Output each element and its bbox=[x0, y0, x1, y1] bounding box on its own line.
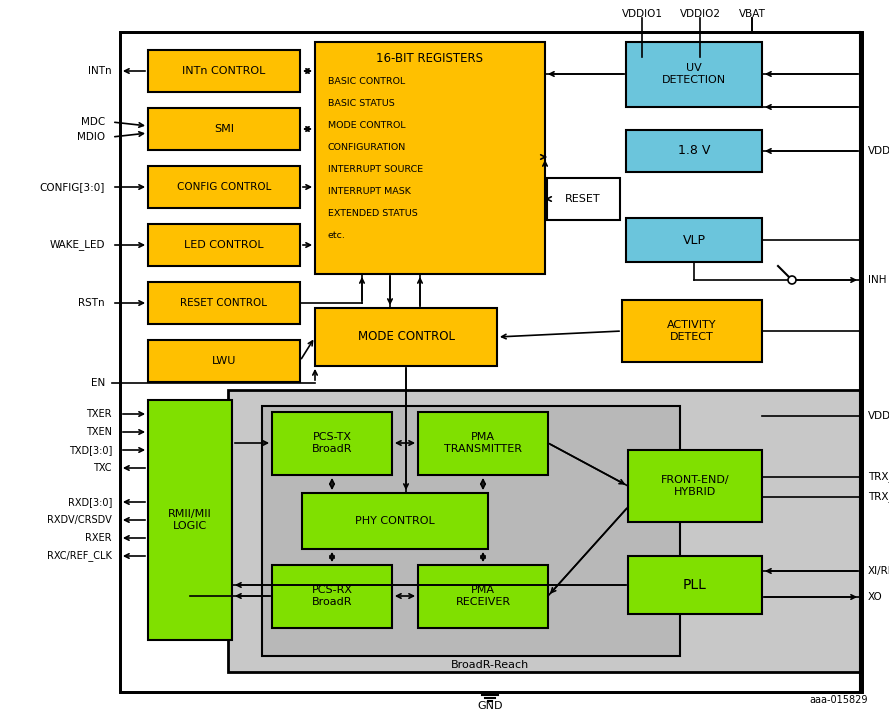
Bar bbox=[626, 130, 762, 172]
Text: WAKE_LED: WAKE_LED bbox=[50, 239, 105, 251]
Text: VDDA_TX: VDDA_TX bbox=[868, 410, 889, 422]
Bar bbox=[418, 412, 548, 475]
Text: 1.8 V: 1.8 V bbox=[677, 145, 710, 158]
Text: MDIO: MDIO bbox=[76, 132, 105, 142]
Text: INTn: INTn bbox=[88, 66, 112, 76]
Bar bbox=[626, 42, 762, 107]
Text: BASIC STATUS: BASIC STATUS bbox=[328, 99, 395, 109]
Text: PHY CONTROL: PHY CONTROL bbox=[355, 516, 435, 526]
Bar bbox=[148, 108, 300, 150]
Text: RESET CONTROL: RESET CONTROL bbox=[180, 298, 268, 308]
Circle shape bbox=[788, 276, 796, 284]
Text: LWU: LWU bbox=[212, 356, 236, 366]
Text: EXTENDED STATUS: EXTENDED STATUS bbox=[328, 209, 418, 219]
Text: etc.: etc. bbox=[328, 231, 346, 241]
Text: CONFIGURATION: CONFIGURATION bbox=[328, 143, 406, 153]
Text: VDDIO1: VDDIO1 bbox=[621, 9, 662, 19]
Text: SMI: SMI bbox=[214, 124, 234, 134]
Text: PCS-TX
BroadR: PCS-TX BroadR bbox=[312, 432, 352, 454]
Text: INTn CONTROL: INTn CONTROL bbox=[182, 66, 266, 76]
Bar bbox=[302, 493, 488, 549]
Bar bbox=[272, 412, 392, 475]
Text: RMII/MII
LOGIC: RMII/MII LOGIC bbox=[168, 509, 212, 531]
Bar bbox=[622, 300, 762, 362]
Text: MDC: MDC bbox=[81, 117, 105, 127]
Text: RXDV/CRSDV: RXDV/CRSDV bbox=[47, 515, 112, 525]
Text: ACTIVITY
DETECT: ACTIVITY DETECT bbox=[668, 320, 717, 342]
Bar bbox=[628, 556, 762, 614]
Bar bbox=[120, 32, 862, 692]
Bar bbox=[148, 224, 300, 266]
Text: RXC/REF_CLK: RXC/REF_CLK bbox=[47, 550, 112, 562]
Text: TXD[3:0]: TXD[3:0] bbox=[68, 445, 112, 455]
Text: EN: EN bbox=[91, 378, 105, 388]
Text: TXEN: TXEN bbox=[86, 427, 112, 437]
Text: VLP: VLP bbox=[683, 234, 706, 246]
Text: VDDA_3V3: VDDA_3V3 bbox=[868, 146, 889, 156]
Bar bbox=[262, 406, 680, 656]
Text: INTERRUPT MASK: INTERRUPT MASK bbox=[328, 187, 411, 197]
Text: INH: INH bbox=[868, 275, 886, 285]
Text: INTERRUPT SOURCE: INTERRUPT SOURCE bbox=[328, 165, 423, 175]
Bar bbox=[148, 340, 300, 382]
Bar bbox=[272, 565, 392, 628]
Text: MODE CONTROL: MODE CONTROL bbox=[357, 330, 454, 344]
Text: VDDIO2: VDDIO2 bbox=[679, 9, 720, 19]
Text: RSTn: RSTn bbox=[78, 298, 105, 308]
Text: RESET: RESET bbox=[565, 194, 601, 204]
Bar bbox=[148, 166, 300, 208]
Text: FRONT-END/
HYBRID: FRONT-END/ HYBRID bbox=[661, 475, 729, 497]
Bar bbox=[418, 565, 548, 628]
Text: TRX_M: TRX_M bbox=[868, 491, 889, 503]
Text: PMA
TRANSMITTER: PMA TRANSMITTER bbox=[444, 432, 522, 454]
Text: TXC: TXC bbox=[93, 463, 112, 473]
Bar bbox=[628, 450, 762, 522]
Text: RXER: RXER bbox=[85, 533, 112, 543]
Text: BASIC CONTROL: BASIC CONTROL bbox=[328, 77, 405, 87]
Bar bbox=[228, 390, 860, 672]
Bar bbox=[626, 218, 762, 262]
Bar bbox=[148, 282, 300, 324]
Text: PCS-RX
BroadR: PCS-RX BroadR bbox=[311, 585, 353, 607]
Text: PMA
RECEIVER: PMA RECEIVER bbox=[455, 585, 510, 607]
Text: aaa-015829: aaa-015829 bbox=[810, 695, 868, 705]
Text: CONFIG[3:0]: CONFIG[3:0] bbox=[40, 182, 105, 192]
Text: RXD[3:0]: RXD[3:0] bbox=[68, 497, 112, 507]
Bar bbox=[315, 308, 497, 366]
Bar bbox=[547, 178, 620, 220]
Text: CONFIG CONTROL: CONFIG CONTROL bbox=[177, 182, 271, 192]
Text: PLL: PLL bbox=[683, 578, 707, 592]
Text: XO: XO bbox=[868, 592, 883, 602]
Text: VBAT: VBAT bbox=[739, 9, 765, 19]
Text: TRX_P: TRX_P bbox=[868, 471, 889, 483]
Bar bbox=[148, 50, 300, 92]
Text: LED CONTROL: LED CONTROL bbox=[184, 240, 264, 250]
Text: GND: GND bbox=[477, 701, 503, 710]
Text: MODE CONTROL: MODE CONTROL bbox=[328, 121, 405, 131]
Text: BroadR-Reach: BroadR-Reach bbox=[451, 660, 529, 670]
Text: TXER: TXER bbox=[86, 409, 112, 419]
Text: XI/REFCLK_IN: XI/REFCLK_IN bbox=[868, 566, 889, 577]
Text: UV
DETECTION: UV DETECTION bbox=[662, 63, 726, 84]
Bar bbox=[315, 42, 545, 274]
Bar bbox=[120, 32, 862, 692]
Bar bbox=[148, 400, 232, 640]
Text: 16-BIT REGISTERS: 16-BIT REGISTERS bbox=[377, 52, 484, 65]
